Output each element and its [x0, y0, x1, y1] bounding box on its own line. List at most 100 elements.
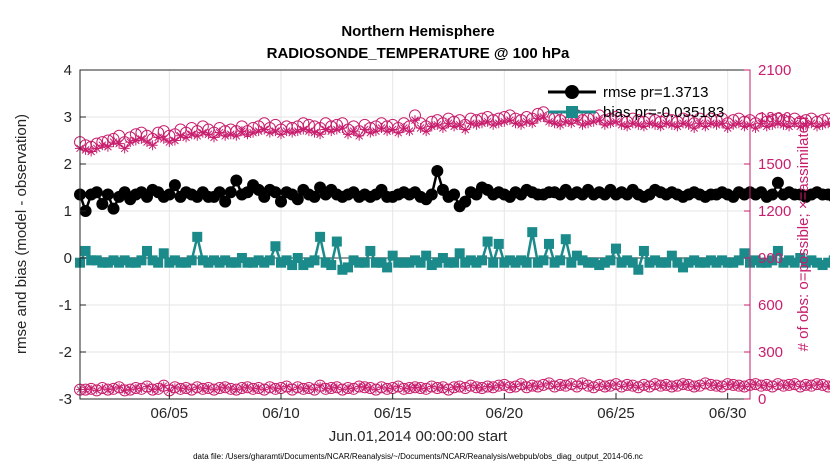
bias-point [683, 257, 694, 268]
obs_assimilated-point [661, 118, 672, 129]
y-tick-label-left: -3 [59, 391, 72, 408]
obs_possible_low-inner-mark [143, 382, 151, 391]
obs_possible_low-inner-mark [371, 385, 380, 394]
bias-point [398, 257, 409, 268]
obs_possible_low-inner-mark [768, 382, 777, 391]
obs_assimilated-point [404, 126, 415, 137]
obs_possible_low-inner-mark [316, 381, 325, 390]
obs_assimilated-point [287, 127, 298, 138]
obs_assimilated-point [611, 116, 621, 127]
obs_assimilated-point [80, 144, 91, 155]
obs_assimilated-point [253, 126, 264, 137]
bias-point [415, 257, 426, 268]
obs_possible_low-inner-mark [394, 382, 403, 391]
obs_assimilated-point [806, 118, 817, 129]
y-tick-label-right: 0 [758, 391, 766, 408]
bias-point [482, 236, 493, 247]
bias-point [142, 245, 152, 256]
bias-point [778, 257, 789, 268]
bias-point [449, 257, 460, 268]
obs_possible_low-inner-mark [444, 385, 453, 394]
bias-point [795, 253, 806, 263]
obs_assimilated-point [622, 121, 633, 132]
rmse-point [224, 186, 237, 199]
bias-point [678, 262, 688, 273]
obs_possible_low-inner-mark [165, 386, 174, 395]
obs_assimilated-point [432, 119, 443, 130]
legend-rmse-label: rmse pr=1.3713 [603, 84, 708, 101]
obs_possible_low-inner-mark [282, 382, 291, 391]
y-tick-label-left: -2 [59, 344, 72, 361]
rmse-point [766, 188, 779, 201]
bias-point [460, 257, 471, 268]
bias-point [454, 248, 465, 259]
bias-point [599, 257, 610, 268]
y-tick-label-right: 900 [758, 250, 783, 267]
x-axis-label: Jun.01,2014 00:00:00 start [329, 428, 508, 445]
obs_assimilated-point [499, 116, 510, 127]
obs_assimilated-point [521, 116, 532, 127]
chart-title: Northern Hemisphere [341, 23, 494, 40]
bias-point [421, 250, 432, 261]
obs_assimilated-point [516, 119, 527, 130]
obs_assimilated-point [343, 129, 353, 140]
rmse-point [230, 174, 243, 187]
obs_assimilated-point [102, 141, 113, 152]
bias-point [248, 257, 259, 268]
obs_assimilated-point [812, 121, 822, 132]
obs_possible_low-inner-mark [422, 384, 431, 393]
bias-point [705, 255, 716, 266]
bias-point [231, 257, 242, 268]
obs_possible_low-point [822, 380, 830, 393]
obs_assimilated-point [672, 121, 683, 132]
bias-point [633, 264, 644, 275]
bias-point [192, 231, 203, 242]
bias-point [114, 257, 125, 268]
obs_assimilated-point [331, 124, 342, 135]
obs_assimilated-point [393, 127, 404, 138]
obs_assimilated-point [761, 121, 772, 132]
rmse-point [425, 188, 438, 201]
bias-point [650, 255, 661, 266]
bias-point [315, 231, 326, 242]
obs_assimilated-point [717, 118, 728, 129]
bias-point [622, 255, 633, 266]
rmse-point [771, 176, 784, 189]
obs_assimilated-point [209, 132, 219, 143]
obs_assimilated-point [449, 121, 460, 132]
x-tick-label: 06/05 [151, 405, 189, 422]
bias-point [800, 257, 811, 268]
obs_possible_low-inner-mark [645, 382, 654, 391]
obs_assimilated-point [722, 122, 733, 133]
obs_assimilated-point [583, 118, 594, 129]
bias-point [711, 257, 722, 268]
bias-point [583, 257, 594, 268]
obs_assimilated-point [627, 118, 638, 129]
rmse-point [431, 165, 444, 178]
obs_assimilated-point [594, 115, 605, 126]
obs_assimilated-point [549, 118, 560, 129]
obs_assimilated-point [666, 119, 677, 130]
obs_possible_low-inner-mark [589, 383, 598, 392]
obs_assimilated-point [437, 122, 448, 133]
obs_assimilated-point [728, 119, 739, 130]
obs_assimilated-point [97, 140, 108, 151]
obs_assimilated-point [370, 126, 381, 137]
obs_assimilated-point [309, 127, 320, 138]
chart-subtitle: RADIOSONDE_TEMPERATURE @ 100 hPa [267, 45, 570, 62]
obs_assimilated-point [577, 119, 588, 130]
obs_possible_low-inner-mark [578, 379, 587, 388]
bias-point [320, 257, 331, 268]
obs_assimilated-point [599, 119, 610, 130]
legend-bias-label: bias pr=-0.035183 [603, 104, 724, 121]
bias-point [97, 257, 108, 268]
bias-point [544, 238, 554, 249]
obs_assimilated-point [638, 121, 649, 132]
bias-point [555, 255, 566, 266]
bias-point [259, 257, 270, 268]
obs_assimilated-point [365, 127, 376, 138]
bias-point [560, 234, 571, 245]
obs_assimilated-point [248, 127, 259, 138]
obs_assimilated-point [197, 127, 208, 138]
obs_assimilated-point [410, 115, 420, 126]
